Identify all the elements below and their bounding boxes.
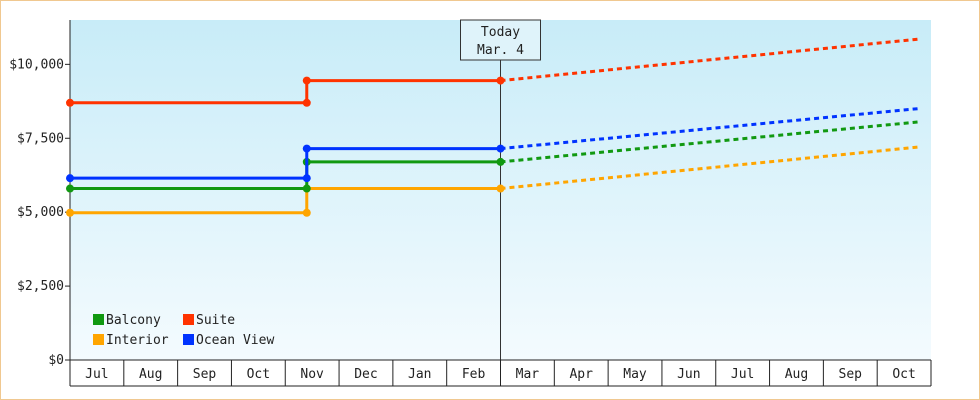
legend-label: Suite [196,313,235,328]
x-tick-label: Jan [408,367,431,382]
series-forecast-line [500,107,918,151]
today-label: Today [481,25,520,40]
series-forecast-line [500,145,918,191]
x-tick-label: Jul [731,367,754,382]
data-point [302,144,311,153]
y-tick-label: $10,000 [9,57,64,72]
legend-swatch [183,334,194,345]
x-tick-label: Mar [516,367,540,382]
today-marker: Today Mar. 4 [460,19,541,360]
data-point [496,144,505,153]
x-tick-label: Feb [462,367,486,382]
data-point [66,208,74,217]
x-tick-label: May [623,367,647,382]
x-tick-label: Aug [785,367,808,382]
data-point [302,174,311,183]
legend-label: Ocean View [196,333,274,348]
legend-swatch [93,334,104,345]
series-history-line [70,79,501,105]
series-forecast-line [500,120,918,164]
data-point [496,184,505,193]
axes: $0 $2,500 $5,000 $7,500 $10,000 Jul Aug Sep Oct N… [9,20,932,387]
legend-item-interior[interactable]: Interior [93,333,169,348]
series-ocean-view [66,107,918,183]
x-tick-label: Sep [193,367,217,382]
legend-swatch [183,314,194,325]
x-tick-label: Jun [677,367,700,382]
x-tick-label: Dec [354,367,377,382]
data-point [66,98,74,107]
data-point [302,98,311,107]
today-label: Mar. 4 [477,43,524,58]
series-lines [66,37,918,217]
x-tick-label: Nov [300,367,324,382]
legend-label: Balcony [106,313,161,328]
legend-label: Interior [106,333,169,348]
x-tick-label: Sep [839,367,863,382]
x-tick-label: Jul [85,367,108,382]
x-tick-label: Oct [247,367,270,382]
y-tick-label: $0 [48,353,64,368]
data-point [496,76,505,85]
y-tick-label: $2,500 [17,279,64,294]
data-point [66,184,74,193]
series-forecast-line [500,37,918,83]
today-box [460,19,541,61]
data-point [302,184,311,193]
data-point [66,174,74,183]
y-tick-label: $5,000 [17,205,64,220]
x-tick-label: Oct [892,367,915,382]
x-tick-label: Apr [569,367,593,382]
data-point [302,76,311,85]
y-tick-label: $7,500 [17,131,64,146]
series-history-line [70,147,501,180]
legend-item-balcony[interactable]: Balcony [93,313,161,328]
series-history-line [70,187,501,215]
legend[interactable]: Balcony Suite Interior Ocean View [93,313,274,348]
legend-swatch [93,314,104,325]
series-suite [66,37,918,107]
x-tick-label: Aug [139,367,162,382]
legend-item-suite[interactable]: Suite [183,313,235,328]
data-point [496,157,505,166]
legend-item-ocean-view[interactable]: Ocean View [183,333,274,348]
data-point [302,208,311,217]
